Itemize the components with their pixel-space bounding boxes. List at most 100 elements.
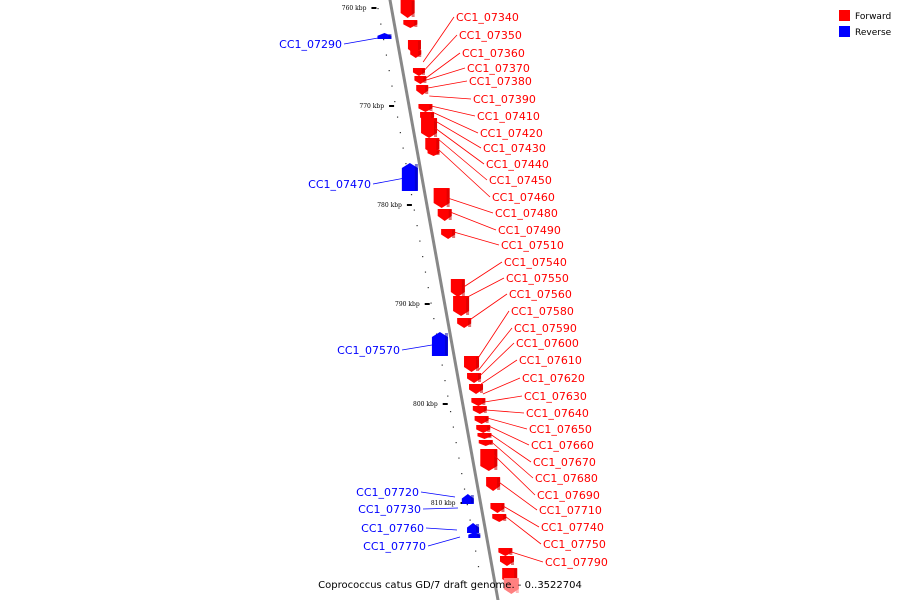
- reverse-callout: [372, 177, 406, 185]
- scale-tick: [406, 204, 412, 206]
- scale-dot: [427, 287, 429, 289]
- reverse-gene-shade: [476, 524, 480, 532]
- scale-tick: [424, 303, 430, 305]
- forward-callout: [429, 95, 472, 100]
- reverse-gene-label: CC1_07770: [363, 540, 426, 553]
- forward-gene-label: CC1_07450: [489, 174, 552, 187]
- forward-gene-shade: [461, 280, 465, 296]
- forward-gene-shade: [480, 385, 484, 393]
- forward-callout: [431, 111, 479, 134]
- scale-dot: [447, 395, 449, 397]
- forward-gene: [464, 356, 480, 372]
- forward-callout: [491, 441, 534, 479]
- genome-caption: Coprococcus catus GD/7 draft genome. - 0…: [318, 580, 582, 591]
- forward-gene-shade: [497, 478, 501, 490]
- genome-axis: [388, 0, 500, 600]
- forward-gene: [433, 188, 450, 208]
- forward-gene-label: CC1_07510: [501, 239, 564, 252]
- reverse-gene-label: CC1_07290: [279, 38, 342, 51]
- forward-gene-body: [457, 318, 472, 328]
- scale-dot: [424, 271, 427, 273]
- forward-gene-body: [486, 477, 501, 491]
- forward-gene-label: CC1_07680: [535, 472, 598, 485]
- forward-callout: [498, 481, 538, 511]
- forward-callout: [438, 149, 491, 198]
- scale-tick-label: 810 kbp: [431, 500, 456, 507]
- reverse-gene-label: CC1_07720: [356, 486, 419, 499]
- forward-gene-label: CC1_07690: [537, 489, 600, 502]
- forward-gene-body: [464, 356, 480, 372]
- forward-gene-label: CC1_07600: [516, 337, 579, 350]
- forward-gene: [478, 440, 493, 446]
- forward-gene: [474, 416, 489, 424]
- forward-callout: [489, 433, 532, 463]
- forward-gene-shade: [436, 139, 440, 153]
- reverse-gene-shade: [470, 495, 474, 503]
- forward-gene-label: CC1_07360: [462, 47, 525, 60]
- scale-tick-label: 800 kbp: [413, 401, 438, 408]
- scale-dot: [377, 8, 379, 10]
- forward-gene-body: [498, 548, 513, 556]
- forward-gene-label: CC1_07420: [480, 127, 543, 140]
- reverse-gene: [461, 494, 474, 504]
- forward-gene-label: CC1_07650: [529, 423, 592, 436]
- forward-gene-label: CC1_07490: [498, 224, 561, 237]
- forward-gene: [477, 433, 492, 439]
- reverse-callout: [427, 536, 461, 547]
- forward-gene-label: CC1_07630: [524, 390, 587, 403]
- scale-dot: [383, 39, 385, 41]
- forward-gene-shade: [482, 399, 486, 405]
- forward-callout: [425, 52, 461, 79]
- forward-gene-label: CC1_07610: [519, 354, 582, 367]
- reverse-gene-shade: [388, 34, 392, 38]
- forward-gene-faded: [503, 578, 519, 594]
- forward-gene-body: [492, 514, 507, 522]
- forward-gene-body: [441, 229, 456, 239]
- forward-gene: [499, 556, 514, 566]
- legend-reverse-label: Reverse: [855, 28, 892, 38]
- forward-gene-label: CC1_07440: [486, 158, 549, 171]
- scale-dot: [399, 132, 401, 134]
- forward-gene-body: [499, 556, 514, 566]
- forward-gene-shade: [509, 549, 513, 555]
- forward-gene-label: CC1_07640: [526, 407, 589, 420]
- forward-callout: [511, 551, 544, 563]
- forward-callout: [484, 395, 523, 403]
- scale-dot: [475, 550, 477, 552]
- forward-gene-body: [469, 384, 484, 394]
- reverse-gene: [467, 523, 480, 533]
- reverse-gene-shade: [414, 164, 418, 190]
- forward-gene: [480, 449, 498, 471]
- forward-gene: [450, 279, 465, 297]
- forward-gene-label: CC1_07350: [459, 29, 522, 42]
- scale-dot: [416, 225, 418, 227]
- reverse-gene-body: [401, 163, 418, 191]
- forward-gene-body: [418, 104, 433, 112]
- forward-gene: [427, 150, 440, 156]
- forward-gene-label: CC1_07560: [509, 288, 572, 301]
- forward-gene-label: CC1_07480: [495, 207, 558, 220]
- forward-gene-shade: [436, 151, 440, 155]
- forward-gene-body: [433, 188, 450, 208]
- forward-gene-body: [403, 20, 418, 28]
- reverse-callout: [425, 527, 458, 531]
- reverse-gene: [401, 163, 418, 191]
- forward-gene: [457, 318, 472, 328]
- scale-dot: [433, 318, 435, 320]
- forward-gene-label: CC1_07710: [539, 504, 602, 517]
- forward-gene: [418, 104, 433, 112]
- reverse-gene: [431, 332, 448, 356]
- scale-dot: [458, 457, 460, 459]
- forward-gene: [453, 296, 470, 316]
- reverse-callout: [343, 37, 379, 45]
- forward-gene-shade: [510, 557, 514, 565]
- forward-gene: [498, 548, 513, 556]
- forward-gene-body: [400, 0, 415, 18]
- forward-gene: [467, 373, 482, 383]
- scale-tick-label: 790 kbp: [395, 301, 420, 308]
- forward-gene-body: [467, 373, 482, 383]
- forward-gene-shade: [483, 407, 487, 413]
- scale-dot: [461, 473, 463, 475]
- scale-tick: [442, 403, 448, 405]
